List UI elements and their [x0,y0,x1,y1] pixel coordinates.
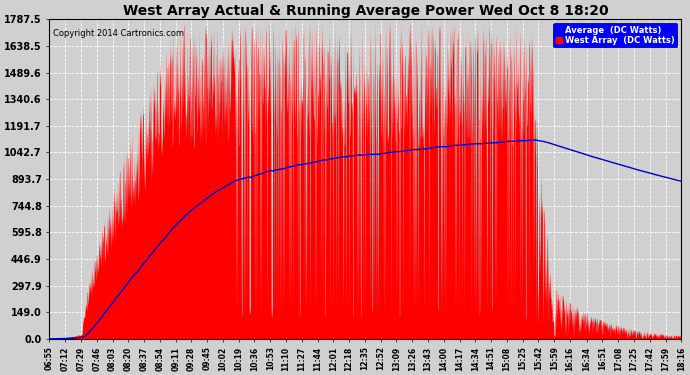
Legend: Average  (DC Watts), West Array  (DC Watts): Average (DC Watts), West Array (DC Watts… [553,24,677,47]
Title: West Array Actual & Running Average Power Wed Oct 8 18:20: West Array Actual & Running Average Powe… [123,4,608,18]
Text: Copyright 2014 Cartronics.com: Copyright 2014 Cartronics.com [52,29,184,38]
